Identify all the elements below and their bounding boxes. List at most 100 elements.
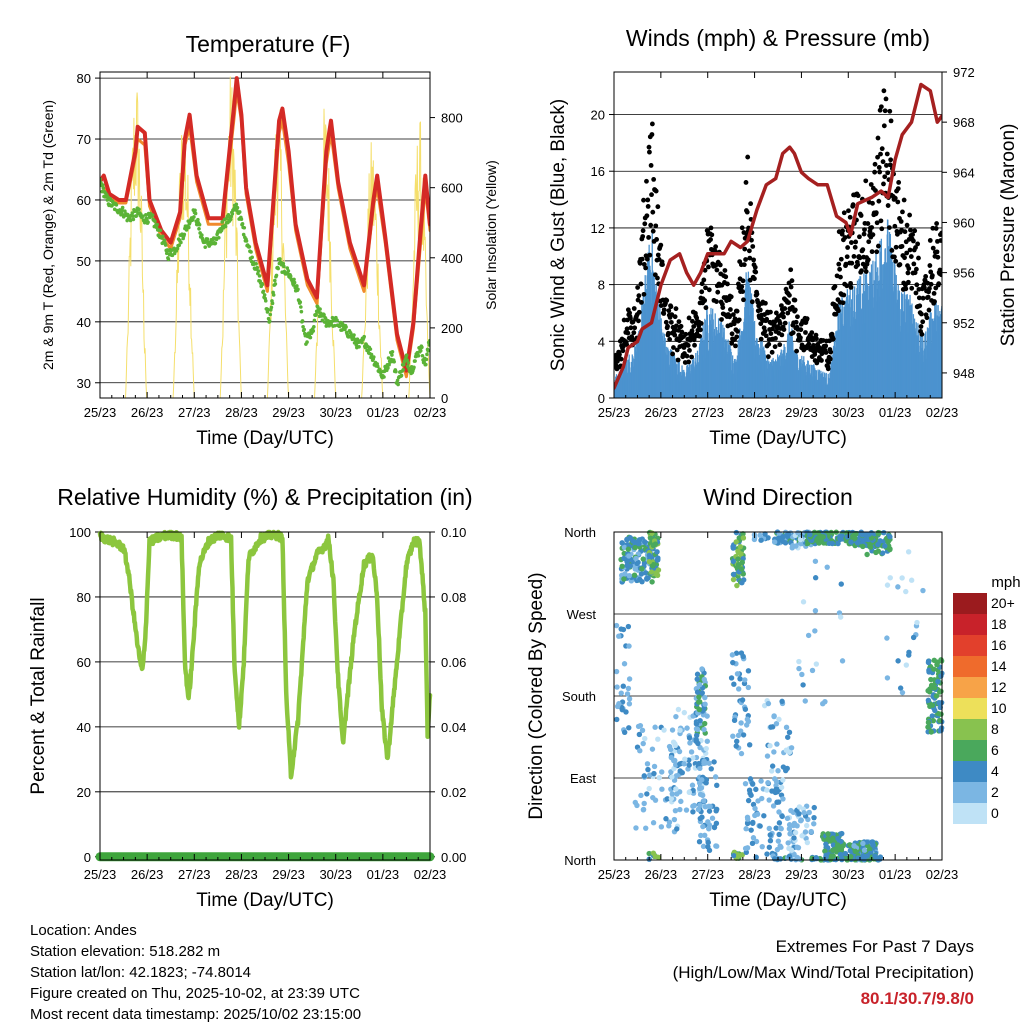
x-tick-label: 25/23 (84, 867, 117, 882)
y2-tick-label: 0.06 (441, 655, 466, 670)
gust-point (932, 299, 937, 304)
gust-point (779, 303, 784, 309)
direction-point (796, 658, 802, 665)
direction-point (757, 823, 763, 829)
direction-point (709, 815, 716, 821)
direction-point (782, 540, 789, 546)
direction-point (747, 776, 754, 782)
direction-point (646, 850, 652, 857)
gust-point (628, 315, 633, 321)
direction-point (647, 535, 654, 541)
gust-point (907, 212, 913, 218)
direction-title: Wind Direction (703, 484, 853, 510)
direction-point (811, 804, 817, 811)
winds-xlabel: Time (Day/UTC) (709, 428, 847, 449)
direction-point (693, 721, 700, 727)
direction-point (619, 563, 625, 570)
gust-point (843, 261, 849, 267)
gust-point (920, 319, 926, 325)
legend-swatch (953, 740, 987, 761)
direction-point (655, 736, 661, 742)
direction-point (750, 835, 757, 841)
gust-point (869, 249, 875, 255)
gust-point (706, 264, 711, 270)
dewpoint-point (299, 305, 303, 309)
gust-point (684, 353, 690, 359)
gust-point (651, 176, 657, 182)
gust-point (640, 228, 646, 234)
gust-point (781, 314, 786, 320)
gust-point (650, 228, 656, 234)
gust-point (750, 244, 756, 249)
gust-point (786, 300, 791, 305)
gust-point (835, 308, 841, 314)
direction-point (651, 770, 657, 777)
gust-point (875, 135, 881, 141)
x-tick-label: 29/23 (272, 867, 305, 882)
gust-point (798, 327, 804, 333)
direction-point (925, 688, 931, 694)
direction-point (731, 852, 737, 859)
direction-point (740, 653, 746, 660)
direction-point (619, 540, 625, 546)
gust-point (845, 245, 851, 250)
dewpoint-point (318, 307, 322, 311)
direction-point (852, 535, 858, 541)
legend-swatch (953, 593, 987, 614)
gust-point (658, 242, 664, 248)
direction-point (697, 744, 703, 751)
gust-point (904, 222, 910, 228)
direction-point (712, 774, 719, 780)
gust-point (698, 320, 704, 326)
direction-point (764, 787, 770, 793)
gust-point (912, 228, 918, 234)
gust-point (734, 308, 740, 314)
gust-point (758, 336, 764, 342)
gust-point (870, 232, 876, 238)
direction-point (734, 582, 740, 589)
gust-point (860, 247, 866, 253)
gust-point (838, 274, 843, 280)
dewpoint-point (399, 373, 404, 378)
dewpoint-point (281, 261, 286, 266)
gust-point (887, 108, 893, 114)
direction-point (738, 720, 744, 726)
gust-point (671, 345, 676, 350)
direction-point (780, 777, 786, 783)
gust-point (850, 202, 856, 208)
direction-point (796, 665, 802, 672)
dewpoint-point (269, 305, 274, 310)
direction-point (674, 826, 680, 832)
direction-point (673, 762, 679, 768)
direction-point (706, 760, 712, 766)
gust-point (855, 193, 861, 199)
direction-point (667, 746, 674, 753)
gust-point (686, 359, 692, 365)
extremes-subtitle: (High/Low/Max Wind/Total Precipitation) (672, 963, 974, 982)
direction-point (735, 732, 742, 739)
dewpoint-point (295, 284, 299, 288)
dewpoint-point (263, 299, 268, 303)
gust-point (797, 335, 803, 341)
direction-point (780, 796, 786, 802)
dewpoint-point (244, 239, 249, 243)
gust-point (713, 244, 719, 250)
direction-point (828, 853, 835, 859)
gust-point (823, 350, 829, 355)
direction-point (730, 545, 736, 551)
dewpoint-point (200, 233, 204, 237)
dewpoint-point (274, 273, 279, 278)
dewpoint-point (338, 324, 342, 328)
x-tick-label: 25/23 (598, 867, 631, 882)
direction-point (767, 743, 773, 749)
gust-point (905, 270, 911, 276)
dewpoint-point (396, 382, 400, 387)
direction-point (867, 544, 874, 550)
y2-tick-label: 968 (953, 115, 975, 130)
direction-tick-label: North (564, 853, 596, 868)
x-tick-label: 02/23 (926, 867, 959, 882)
direction-point (753, 838, 760, 845)
dewpoint-point (247, 244, 252, 249)
direction-point (642, 539, 648, 545)
gust-point (699, 289, 705, 295)
